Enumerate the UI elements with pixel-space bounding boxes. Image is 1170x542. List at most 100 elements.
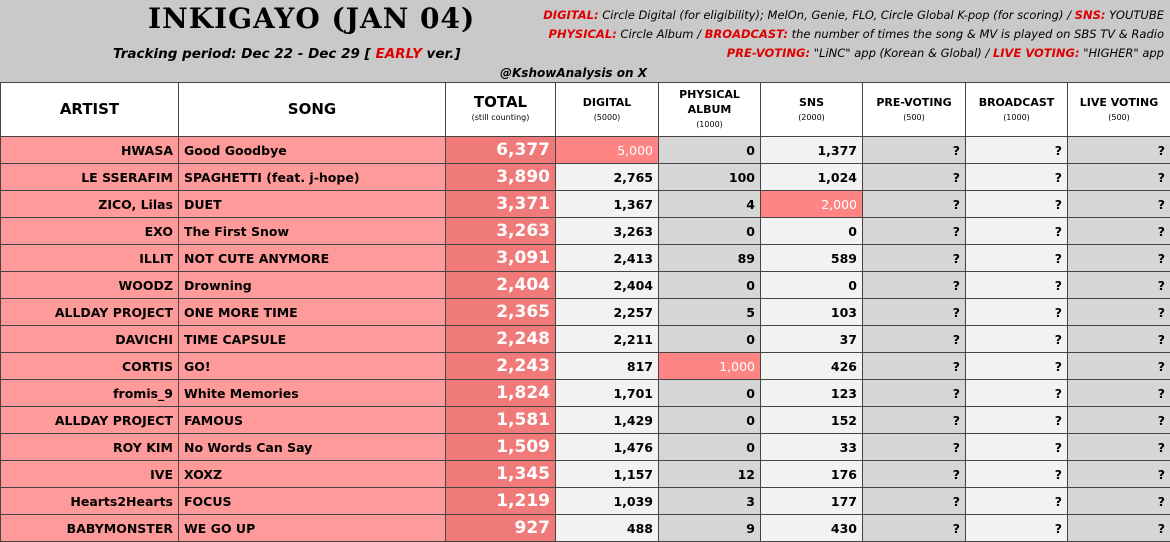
column-header: SNS(2000)	[761, 83, 863, 137]
cell: EXO	[1, 218, 179, 245]
note-line: DIGITAL: Circle Digital (for eligibility…	[543, 6, 1164, 25]
cell: ?	[966, 326, 1068, 353]
cell: ?	[863, 353, 966, 380]
cell: ?	[1068, 191, 1170, 218]
cell: 1,701	[556, 380, 659, 407]
cell: ?	[966, 515, 1068, 542]
cell: 589	[761, 245, 863, 272]
note-text: "LiNC" app (Korean & Global) /	[814, 46, 990, 60]
cell: 5	[659, 299, 761, 326]
cell: CORTIS	[1, 353, 179, 380]
tracking-prefix: Tracking period: Dec 22 - Dec 29 [	[113, 46, 371, 62]
cell: ?	[1068, 434, 1170, 461]
cell: ?	[1068, 272, 1170, 299]
cell: 1,476	[556, 434, 659, 461]
cell: 100	[659, 164, 761, 191]
cell: ?	[1068, 353, 1170, 380]
cell: 1,367	[556, 191, 659, 218]
cell: ?	[966, 461, 1068, 488]
cell: ?	[1068, 299, 1170, 326]
cell: ?	[863, 461, 966, 488]
cell: TIME CAPSULE	[179, 326, 446, 353]
cell: 2,211	[556, 326, 659, 353]
cell: ?	[863, 326, 966, 353]
cell: 1,219	[446, 488, 556, 515]
cell: The First Snow	[179, 218, 446, 245]
note-label: PRE-VOTING:	[727, 46, 810, 60]
cell: FOCUS	[179, 488, 446, 515]
note-text: the number of times the song & MV is pla…	[792, 27, 1164, 41]
cell: 430	[761, 515, 863, 542]
cell: 89	[659, 245, 761, 272]
cell: ?	[966, 272, 1068, 299]
cell: IVE	[1, 461, 179, 488]
cell: 123	[761, 380, 863, 407]
cell: 488	[556, 515, 659, 542]
cell: 1,581	[446, 407, 556, 434]
header: INKIGAYO (JAN 04) Tracking period: Dec 2…	[0, 0, 1170, 82]
cell: DAVICHI	[1, 326, 179, 353]
cell: ?	[966, 164, 1068, 191]
column-header: PHYSICAL ALBUM(1000)	[659, 83, 761, 137]
cell: ?	[966, 299, 1068, 326]
note-label: PHYSICAL:	[549, 27, 617, 41]
cell: 0	[659, 272, 761, 299]
column-sub: (5000)	[561, 110, 653, 125]
cell: ?	[863, 218, 966, 245]
cell: 927	[446, 515, 556, 542]
tracking-suffix: ver.]	[427, 46, 461, 62]
column-header: PRE-VOTING(500)	[863, 83, 966, 137]
cell: ?	[863, 407, 966, 434]
cell: 176	[761, 461, 863, 488]
cell: ?	[863, 515, 966, 542]
cell: 3,263	[446, 218, 556, 245]
column-sub: (1000)	[664, 117, 755, 132]
cell: ONE MORE TIME	[179, 299, 446, 326]
cell: ?	[966, 218, 1068, 245]
column-name: LIVE VOTING	[1073, 95, 1165, 110]
cell: ?	[966, 353, 1068, 380]
note-line: PHYSICAL: Circle Album / BROADCAST: the …	[543, 25, 1164, 44]
cell: ?	[1068, 488, 1170, 515]
cell: 33	[761, 434, 863, 461]
note-label: DIGITAL:	[543, 8, 598, 22]
cell: 4	[659, 191, 761, 218]
cell: ?	[863, 434, 966, 461]
cell: fromis_9	[1, 380, 179, 407]
cell: 37	[761, 326, 863, 353]
cell: FAMOUS	[179, 407, 446, 434]
cell: ?	[1068, 326, 1170, 353]
column-sub: (2000)	[766, 110, 857, 125]
cell: No Words Can Say	[179, 434, 446, 461]
cell: ?	[966, 191, 1068, 218]
cell: 177	[761, 488, 863, 515]
cell: 12	[659, 461, 761, 488]
cell: ?	[1068, 164, 1170, 191]
tracking: Tracking period: Dec 22 - Dec 29 [ EARLY…	[113, 46, 461, 62]
cell: 0	[659, 407, 761, 434]
cell: 1,000	[659, 353, 761, 380]
cell: 103	[761, 299, 863, 326]
cell: WOODZ	[1, 272, 179, 299]
cell: Good Goodbye	[179, 137, 446, 164]
note-text: Circle Digital (for eligibility); MelOn,…	[602, 8, 1071, 22]
cell: ?	[863, 380, 966, 407]
cell: 0	[659, 218, 761, 245]
cell: ?	[966, 245, 1068, 272]
column-header: ARTIST	[1, 83, 179, 137]
cell: SPAGHETTI (feat. j-hope)	[179, 164, 446, 191]
cell: ?	[966, 380, 1068, 407]
cell: ?	[863, 164, 966, 191]
cell: ?	[863, 245, 966, 272]
cell: HWASA	[1, 137, 179, 164]
